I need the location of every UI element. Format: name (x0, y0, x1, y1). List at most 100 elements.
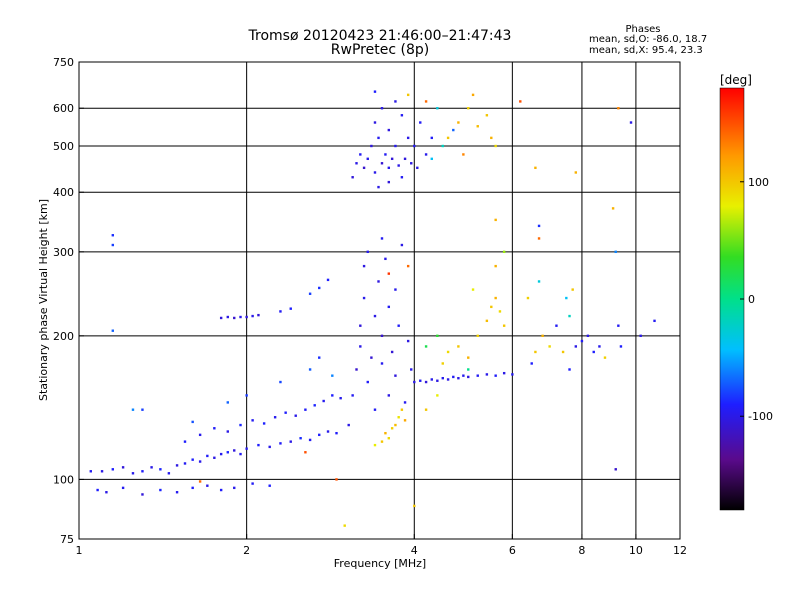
data-point (619, 345, 623, 348)
phases-x-mode: mean, sd,X: 95.4, 23.3 (589, 45, 703, 56)
data-point (476, 125, 479, 128)
data-point (476, 374, 479, 377)
chart-title: Tromsø 20120423 21:46:00–21:47:43 (248, 28, 512, 44)
y-tick-label: 600 (53, 102, 74, 115)
data-point (377, 185, 380, 189)
data-point (206, 454, 209, 458)
data-point (502, 324, 506, 327)
data-point (206, 484, 209, 487)
data-point (191, 486, 194, 490)
data-point (490, 136, 493, 140)
data-point (318, 356, 321, 359)
data-point (318, 286, 321, 290)
data-point (331, 374, 334, 377)
data-point (304, 451, 307, 454)
data-point (370, 144, 373, 148)
data-point (373, 408, 377, 411)
data-point (373, 121, 377, 124)
data-point (387, 128, 391, 132)
data-point (413, 380, 416, 384)
data-point (555, 324, 558, 327)
data-point (141, 493, 144, 496)
data-points (89, 90, 656, 527)
data-point (436, 107, 439, 110)
data-point (413, 504, 416, 508)
data-point (387, 394, 391, 397)
data-point (380, 162, 384, 165)
data-point (617, 107, 620, 110)
data-point (441, 144, 444, 148)
data-point (366, 157, 369, 161)
data-point (390, 157, 394, 161)
phases-o-mode: mean, sd,O: -86.0, 18.7 (589, 34, 707, 45)
data-point (387, 305, 391, 309)
x-axis-label: Frequency [MHz] (334, 557, 426, 570)
data-point (424, 100, 428, 103)
data-point (390, 350, 394, 354)
data-point (121, 466, 125, 469)
data-point (436, 334, 439, 338)
data-point (362, 264, 366, 268)
data-point (548, 345, 551, 348)
data-point (494, 218, 497, 222)
data-point (339, 396, 342, 400)
data-point (526, 296, 530, 300)
data-point (257, 313, 260, 317)
data-point (611, 207, 615, 210)
data-point (351, 176, 354, 179)
data-point (467, 375, 470, 379)
data-point (653, 319, 656, 323)
data-point (537, 280, 541, 283)
data-point (598, 345, 601, 348)
y-tick-label: 100 (53, 473, 74, 486)
data-point (406, 264, 410, 268)
data-point (416, 166, 419, 170)
data-point (413, 144, 416, 148)
x-axis-ticks: 1 2 4 6 8 10 12 (76, 534, 687, 557)
data-point (308, 438, 312, 442)
data-point (251, 314, 254, 318)
x-tick-label: 12 (673, 544, 687, 557)
x-tick-label: 2 (243, 544, 250, 557)
data-point (384, 431, 387, 435)
data-point (226, 401, 229, 404)
data-point (198, 460, 202, 463)
data-point (159, 468, 162, 471)
data-point (394, 288, 397, 291)
data-point (394, 423, 397, 427)
data-point (279, 442, 282, 445)
data-point (586, 334, 590, 338)
data-point (476, 334, 479, 338)
data-point (191, 420, 194, 424)
data-point (239, 452, 242, 456)
data-point (289, 440, 292, 443)
data-point (446, 136, 450, 140)
data-point (198, 433, 202, 437)
data-point (457, 376, 460, 380)
data-point (394, 144, 397, 148)
data-point (462, 374, 465, 377)
data-point (111, 234, 115, 237)
data-point (410, 368, 413, 371)
data-point (424, 345, 428, 348)
data-point (233, 316, 236, 320)
data-point (397, 164, 400, 167)
data-point (308, 292, 312, 295)
data-point (471, 288, 475, 291)
data-point (318, 433, 321, 437)
data-point (387, 272, 391, 275)
data-point (430, 378, 433, 381)
data-point (131, 472, 135, 475)
data-point (111, 468, 115, 471)
data-point (89, 470, 93, 473)
data-point (167, 472, 171, 475)
data-point (226, 451, 229, 454)
data-point (446, 350, 450, 354)
data-point (430, 157, 433, 161)
data-point (262, 422, 266, 425)
data-point (355, 162, 358, 165)
data-point (419, 121, 422, 124)
data-point (380, 334, 384, 338)
data-point (141, 470, 144, 473)
y-tick-label: 750 (53, 56, 74, 69)
